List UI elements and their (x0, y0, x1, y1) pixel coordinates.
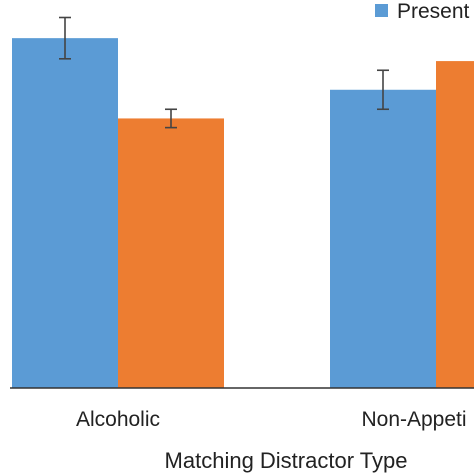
error-bar-present-alcoholic (59, 16, 71, 60)
x-tick-labels: Alcoholic Non-Appeti (76, 408, 467, 431)
error-bar-series-2-alcoholic (165, 108, 177, 129)
error-bar-present-non-appeti (377, 69, 389, 111)
x-axis-title: Matching Distractor Type (165, 448, 408, 473)
error-bars-layer (59, 16, 389, 129)
x-tick-label-non-appeti: Non-Appeti (361, 408, 466, 431)
bars-layer (12, 38, 474, 389)
legend: Present (375, 0, 470, 23)
x-tick-label-alcoholic: Alcoholic (76, 408, 160, 431)
legend-swatch-present (375, 4, 388, 17)
bar-series-2-non-appeti (436, 61, 474, 389)
bar-present-non-appeti (330, 89, 436, 388)
bar-series-2-alcoholic (118, 118, 224, 389)
bar-present-alcoholic (12, 38, 118, 388)
legend-label-present: Present (397, 0, 470, 23)
